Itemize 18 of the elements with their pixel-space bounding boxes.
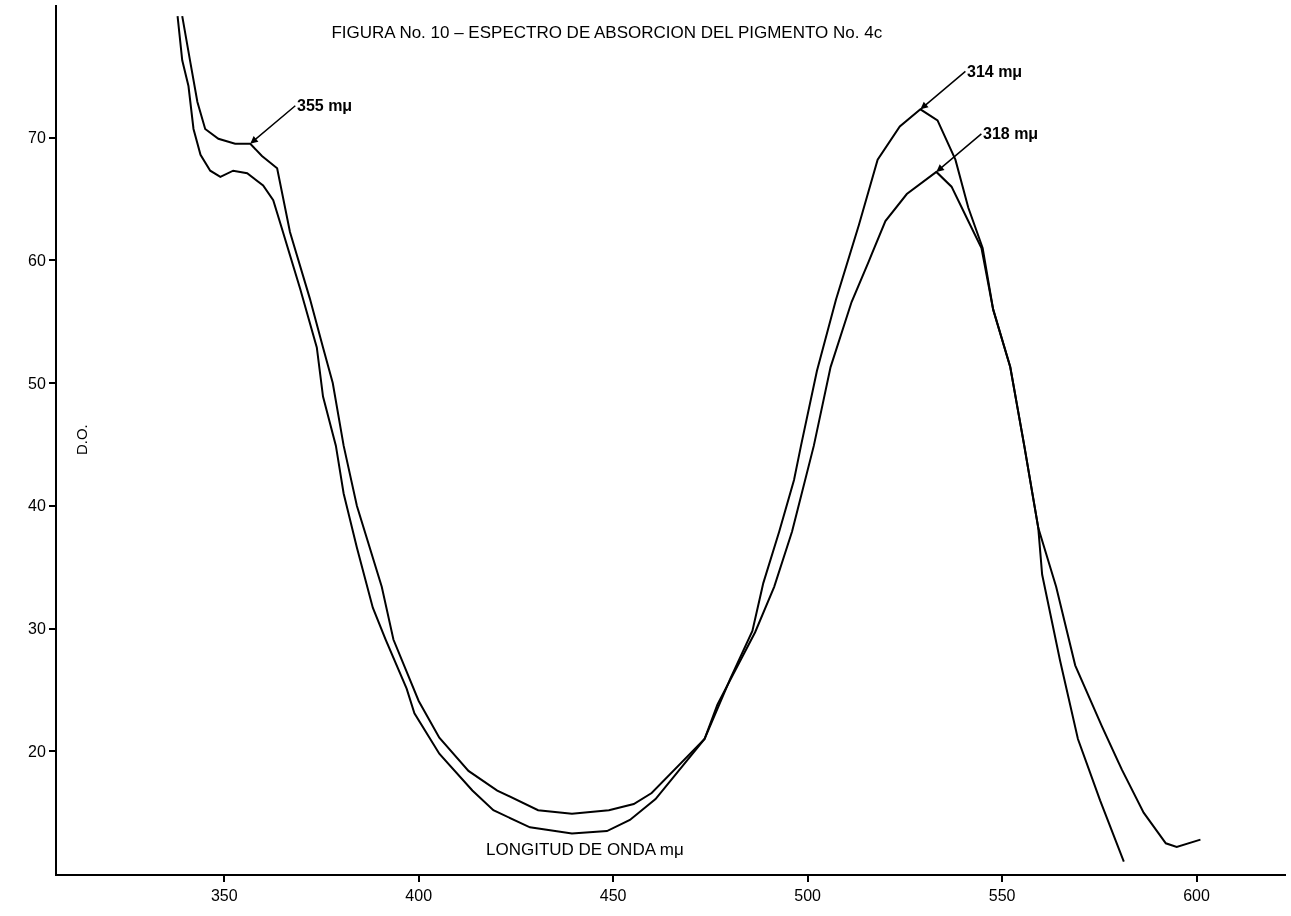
y-tick-label: 70 <box>28 129 46 147</box>
x-tick-label: 450 <box>599 887 627 905</box>
x-tick-label: 600 <box>1183 887 1210 905</box>
x-tick-label: 550 <box>988 887 1016 905</box>
annotation: 355 mμ <box>297 97 353 114</box>
x-axis-title: LONGITUD DE ONDA mμ <box>486 840 684 859</box>
y-axis-title: D.O. <box>73 424 91 456</box>
y-tick-label: 40 <box>28 497 46 515</box>
y-tick-label: 20 <box>28 742 46 760</box>
y-tick-label: 50 <box>28 374 46 392</box>
y-tick-label: 30 <box>28 620 46 638</box>
annotation: 314 mμ <box>967 63 1023 80</box>
x-tick-label: 400 <box>405 887 433 905</box>
annotation: 318 mμ <box>983 125 1039 142</box>
x-tick-label: 500 <box>794 887 822 905</box>
x-tick-label: 350 <box>210 887 238 905</box>
y-tick-label: 60 <box>28 251 46 269</box>
text: FIGURA No. 10 – ESPECTRO DE ABSORCION DEL PIGMENTO No. 4c <box>331 23 883 43</box>
